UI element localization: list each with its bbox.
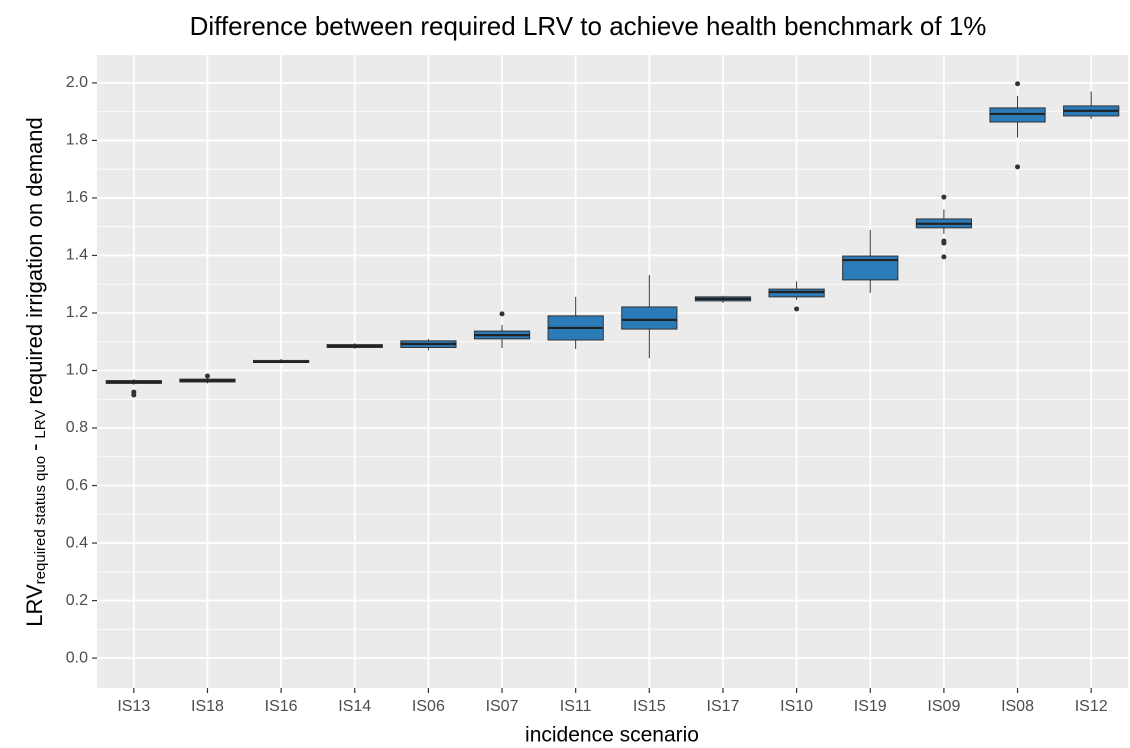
panel [97, 55, 1128, 688]
outlier [1015, 81, 1021, 87]
y-axis-title-part: - [22, 444, 47, 451]
x-tick-label: IS12 [1075, 698, 1108, 715]
x-tick-label: IS14 [338, 698, 371, 715]
x-tick-label: IS11 [560, 698, 592, 715]
outlier [131, 392, 137, 398]
x-tick-label: IS07 [486, 698, 519, 715]
x-tick-label: IS08 [1001, 698, 1034, 715]
x-tick-label: IS16 [265, 698, 298, 715]
y-axis-title-part: required irrigation on demand [22, 117, 47, 404]
y-axis-title-part: LRV [32, 410, 49, 439]
y-tick-label: 1.4 [66, 247, 88, 264]
y-tick-label: 0.6 [66, 477, 88, 494]
outlier [204, 373, 210, 379]
y-tick-label: 0.2 [66, 592, 88, 609]
y-axis-title-part: LRV [22, 584, 47, 627]
y-axis-title-part: required status quo [32, 456, 49, 584]
y-tick-label: 1.6 [66, 189, 88, 206]
y-tick-label: 0.4 [66, 534, 88, 551]
y-axis-title: LRVrequired status quo-LRVrequired irrig… [22, 117, 49, 626]
x-tick-label: IS10 [780, 698, 813, 715]
x-tick-label: IS06 [412, 698, 445, 715]
y-tick-label: 1.2 [66, 304, 88, 321]
y-tick-label: 1.0 [66, 362, 88, 379]
box [621, 306, 678, 330]
outlier [941, 240, 947, 246]
y-tick-label: 1.8 [66, 132, 88, 149]
outlier [499, 311, 505, 317]
outlier [1015, 164, 1021, 170]
box [842, 255, 899, 281]
x-tick-label: IS19 [854, 698, 887, 715]
chart-title: Difference between required LRV to achie… [190, 11, 987, 41]
y-tick-label: 0.8 [66, 419, 88, 436]
x-tick-label: IS15 [633, 698, 666, 715]
outlier [941, 254, 947, 260]
x-tick-label: IS09 [927, 698, 960, 715]
x-tick-label: IS13 [117, 698, 150, 715]
y-tick-label: 0.0 [66, 649, 88, 666]
x-tick-label: IS17 [707, 698, 740, 715]
y-tick-label: 2.0 [66, 74, 88, 91]
x-tick-label: IS18 [191, 698, 224, 715]
outlier [794, 306, 800, 312]
x-axis-title: incidence scenario [525, 724, 699, 747]
outlier [941, 194, 947, 200]
